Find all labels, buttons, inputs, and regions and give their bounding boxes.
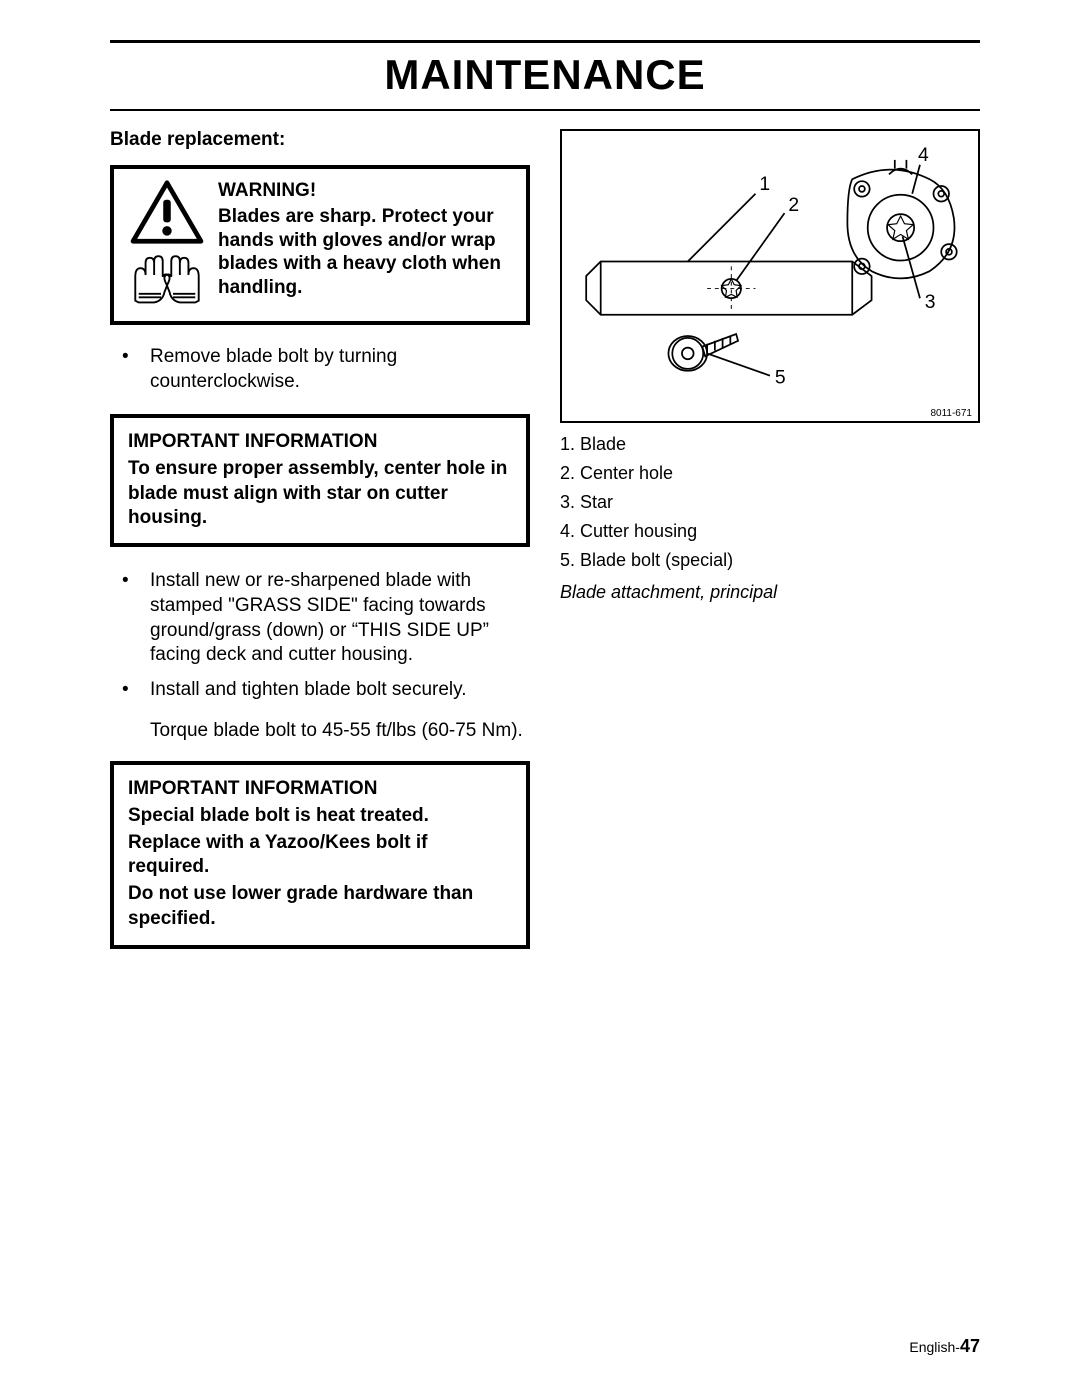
callout-3: 3 <box>925 291 936 313</box>
legend-item: 5. Blade bolt (special) <box>560 547 980 574</box>
figure-code: 8011-671 <box>930 408 972 419</box>
page-num-value: 47 <box>960 1336 980 1356</box>
warning-icons <box>126 179 208 311</box>
left-column: Blade replacement: <box>110 129 530 971</box>
info-title: IMPORTANT INFORMATION <box>128 430 512 455</box>
title-rule <box>110 109 980 111</box>
right-column: 1 2 3 4 5 8011-671 1. Blade 2. Center ho… <box>560 129 980 971</box>
warning-triangle-icon <box>128 179 206 245</box>
warning-box: WARNING! Blades are sharp. Protect your … <box>110 165 530 325</box>
page-label: English- <box>909 1339 960 1355</box>
callout-5: 5 <box>775 366 786 388</box>
info-line: Do not use lower grade hardware than spe… <box>128 882 512 931</box>
bullet-list-1: Remove blade bolt by turning countercloc… <box>110 345 530 394</box>
info-box-2: IMPORTANT INFORMATION Special blade bolt… <box>110 761 530 949</box>
columns: Blade replacement: <box>110 129 980 971</box>
info-title: IMPORTANT INFORMATION <box>128 777 512 802</box>
legend-item: 2. Center hole <box>560 460 980 487</box>
legend-item: 3. Star <box>560 489 980 516</box>
top-rule <box>110 40 980 43</box>
warning-text: WARNING! Blades are sharp. Protect your … <box>218 179 514 311</box>
info-body: Special blade bolt is heat treated. Repl… <box>128 804 512 931</box>
callout-1: 1 <box>759 173 770 195</box>
page-number: English-47 <box>909 1336 980 1357</box>
page: MAINTENANCE Blade replacement: <box>0 0 1080 1397</box>
gloves-icon <box>126 251 208 311</box>
info-box-1: IMPORTANT INFORMATION To ensure proper a… <box>110 414 530 547</box>
figure-legend: 1. Blade 2. Center hole 3. Star 4. Cutte… <box>560 431 980 574</box>
bullet-item: Install and tighten blade bolt securely. <box>110 678 530 703</box>
page-title: MAINTENANCE <box>110 51 980 99</box>
callout-2: 2 <box>788 194 799 216</box>
bullet-item: Install new or re-sharpened blade with s… <box>110 569 530 668</box>
info-line: Replace with a Yazoo/Kees bolt if requir… <box>128 831 512 880</box>
warning-body: Blades are sharp. Protect your hands wit… <box>218 205 514 300</box>
figure-box: 1 2 3 4 5 8011-671 <box>560 129 980 423</box>
section-heading: Blade replacement: <box>110 129 530 151</box>
torque-note: Torque blade bolt to 45-55 ft/lbs (60-75… <box>110 719 530 744</box>
info-body: To ensure proper assembly, center hole i… <box>128 457 512 531</box>
legend-item: 1. Blade <box>560 431 980 458</box>
warning-title: WARNING! <box>218 179 514 203</box>
info-line: Special blade bolt is heat treated. <box>128 804 512 829</box>
figure-caption: Blade attachment, principal <box>560 582 980 603</box>
callout-4: 4 <box>918 144 929 166</box>
blade-diagram: 1 2 3 4 5 <box>562 131 978 421</box>
bullet-item: Remove blade bolt by turning countercloc… <box>110 345 530 394</box>
bullet-list-2: Install new or re-sharpened blade with s… <box>110 569 530 702</box>
legend-item: 4. Cutter housing <box>560 518 980 545</box>
